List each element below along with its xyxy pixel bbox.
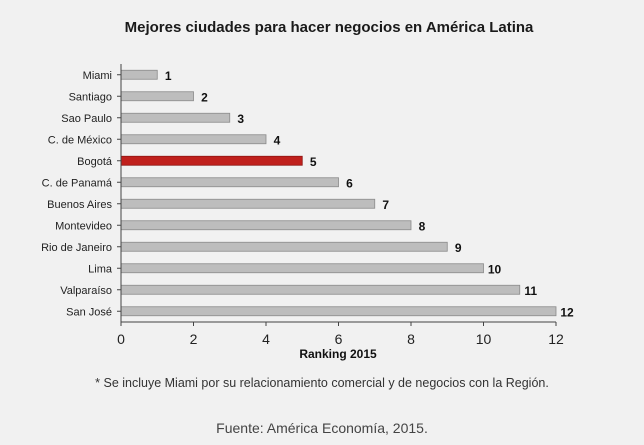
category-label: Bogotá <box>77 156 113 168</box>
bar <box>120 241 448 252</box>
category-label: Lima <box>88 263 113 275</box>
source-caption: Fuente: América Economía, 2015. <box>216 420 428 436</box>
data-label: 1 <box>165 69 172 83</box>
bar <box>120 155 303 166</box>
data-label: 3 <box>237 112 244 126</box>
axis-layer: Miami Santiago Sao Paulo C. de México Bogotá… <box>41 64 564 347</box>
category-label: Montevideo <box>55 220 112 232</box>
bar <box>120 134 267 145</box>
bar <box>120 198 376 209</box>
x-tick-label: 8 <box>407 331 415 347</box>
bar <box>120 284 521 295</box>
x-tick-label: 12 <box>548 331 564 347</box>
x-tick-label: 2 <box>190 331 198 347</box>
bar <box>120 220 412 231</box>
category-label: C. de México <box>48 134 112 146</box>
bar <box>120 69 158 80</box>
bar <box>120 177 339 188</box>
footnote: * Se incluye Miami por su relacionamient… <box>95 376 549 390</box>
x-tick-label: 6 <box>335 331 343 347</box>
category-label: Valparaíso <box>60 285 112 297</box>
x-axis-label: Ranking 2015 <box>299 347 377 361</box>
category-label: Rio de Janeiro <box>41 242 112 254</box>
x-tick-label: 0 <box>117 331 125 347</box>
bar <box>120 306 557 317</box>
data-label: 7 <box>382 198 389 212</box>
data-label: 4 <box>274 133 281 147</box>
data-label: 8 <box>419 219 426 233</box>
bar <box>120 112 231 123</box>
category-label: C. de Panamá <box>42 177 113 189</box>
data-label: 5 <box>310 155 317 169</box>
x-tick-label: 4 <box>262 331 270 347</box>
category-label: Miami <box>83 70 112 82</box>
category-label: San José <box>66 306 112 318</box>
x-tick-label: 10 <box>476 331 492 347</box>
data-label: 10 <box>488 262 502 276</box>
category-label: Buenos Aires <box>47 199 112 211</box>
category-label: Sao Paulo <box>61 113 112 125</box>
data-label: 6 <box>346 176 353 190</box>
data-label: 12 <box>560 305 574 319</box>
chart-title: Mejores ciudades para hacer negocios en … <box>125 19 534 36</box>
bar <box>120 91 194 102</box>
data-label: 9 <box>455 241 462 255</box>
data-label: 2 <box>201 90 208 104</box>
category-label: Santiago <box>69 91 112 103</box>
bar <box>120 263 484 274</box>
data-label: 11 <box>524 284 537 298</box>
